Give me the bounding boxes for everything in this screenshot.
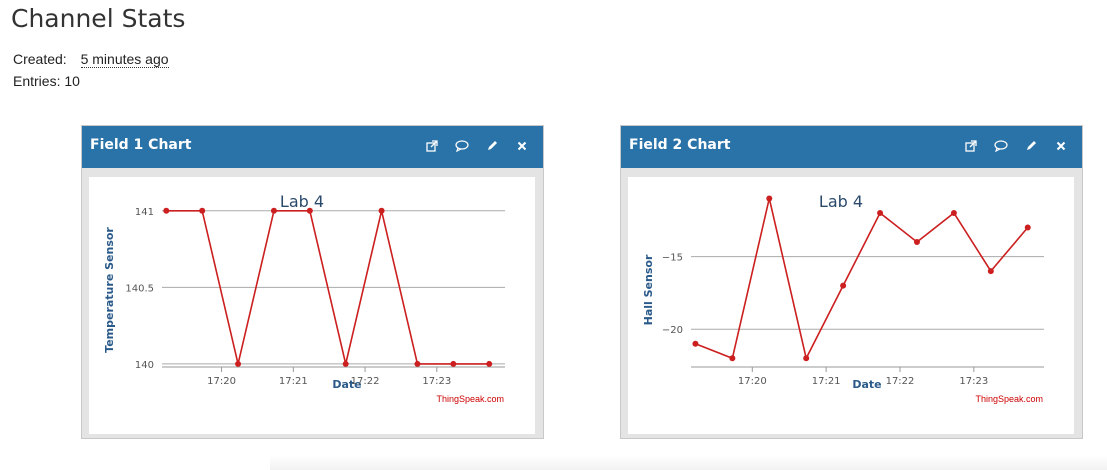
data-point[interactable] [766,195,773,202]
created-label: Created: [13,51,67,67]
thingspeak-credit[interactable]: ThingSpeak.com [436,394,504,404]
close-icon[interactable] [513,137,531,155]
y-tick-label: −20 [662,325,683,336]
x-tick-label: 17:20 [738,376,767,387]
data-point[interactable] [840,282,847,289]
data-point[interactable] [692,340,699,347]
chart-title: Lab 4 [819,192,863,211]
data-point[interactable] [163,207,170,214]
series [163,207,493,367]
data-point[interactable] [803,355,810,362]
external-link-icon[interactable] [423,137,441,155]
data-point[interactable] [306,207,313,214]
data-point[interactable] [235,360,242,367]
external-link-icon[interactable] [962,137,980,155]
field-1-chart: Lab 4 Date Temperature Sensor ThingSpeak… [103,192,505,404]
x-axis-label: Date [332,378,361,391]
x-tick-label: 17:22 [886,376,915,387]
panel-title: Field 1 Chart [90,137,192,153]
y-tick-label: −15 [662,253,683,264]
comment-icon[interactable] [992,137,1010,155]
chart-title: Lab 4 [280,192,324,211]
panel-header: Field 1 Chart [82,126,543,168]
panel-header: Field 2 Chart [621,126,1082,168]
data-point[interactable] [877,209,884,216]
data-point[interactable] [414,360,421,367]
x-tick-label: 17:23 [959,376,988,387]
panel-tools [962,137,1070,155]
close-icon[interactable] [1052,137,1070,155]
data-point[interactable] [950,209,957,216]
x-axis-label: Date [852,378,881,391]
page-title: Channel Stats [11,4,186,33]
data-point[interactable] [913,239,920,246]
page-shadow [270,455,1107,470]
data-point[interactable] [199,207,206,214]
y-tick-label: 141 [135,207,154,218]
y-axis-label: Temperature Sensor [103,227,116,353]
series-line [166,209,490,365]
x-tick-label: 17:21 [812,376,841,387]
data-point[interactable] [270,207,277,214]
field-2-chart: Lab 4 Date Hall Sensor ThingSpeak.com −1… [642,192,1044,404]
series [692,195,1031,362]
data-point[interactable] [342,360,349,367]
data-point[interactable] [1024,224,1031,231]
ticks: −15 −20 17:20 17:21 17:22 17:23 [662,253,988,387]
chart-area: Lab 4 Date Temperature Sensor ThingSpeak… [89,177,535,434]
created-row: Created: 5 minutes ago [13,51,169,68]
field-1-chart-panel: Field 1 Chart Lab 4 Date Temperature Sen… [81,125,544,439]
grid [691,256,1044,368]
comment-icon[interactable] [453,137,471,155]
data-point[interactable] [486,360,493,367]
x-tick-label: 17:22 [351,376,380,387]
ticks: 140 140.5 141 17:20 17:21 17:22 17:23 [125,207,451,387]
x-tick-label: 17:20 [207,376,236,387]
created-value: 5 minutes ago [80,51,169,68]
series-line [695,198,1029,361]
pencil-icon[interactable] [1022,137,1040,155]
chart-area: Lab 4 Date Hall Sensor ThingSpeak.com −1… [628,177,1074,434]
panel-title: Field 2 Chart [629,137,731,153]
data-point[interactable] [987,268,994,275]
data-point[interactable] [450,360,457,367]
panel-tools [423,137,531,155]
y-tick-label: 140.5 [125,283,154,294]
y-axis-label: Hall Sensor [642,254,655,325]
field-2-chart-panel: Field 2 Chart Lab 4 Date Hall Sensor Thi… [620,125,1083,439]
y-tick-label: 140 [135,360,154,371]
data-point[interactable] [378,207,385,214]
x-tick-label: 17:21 [279,376,308,387]
data-point[interactable] [729,355,736,362]
thingspeak-credit[interactable]: ThingSpeak.com [975,394,1043,404]
x-tick-label: 17:23 [422,376,451,387]
entries-count: Entries: 10 [13,73,80,89]
pencil-icon[interactable] [483,137,501,155]
grid [162,210,505,368]
